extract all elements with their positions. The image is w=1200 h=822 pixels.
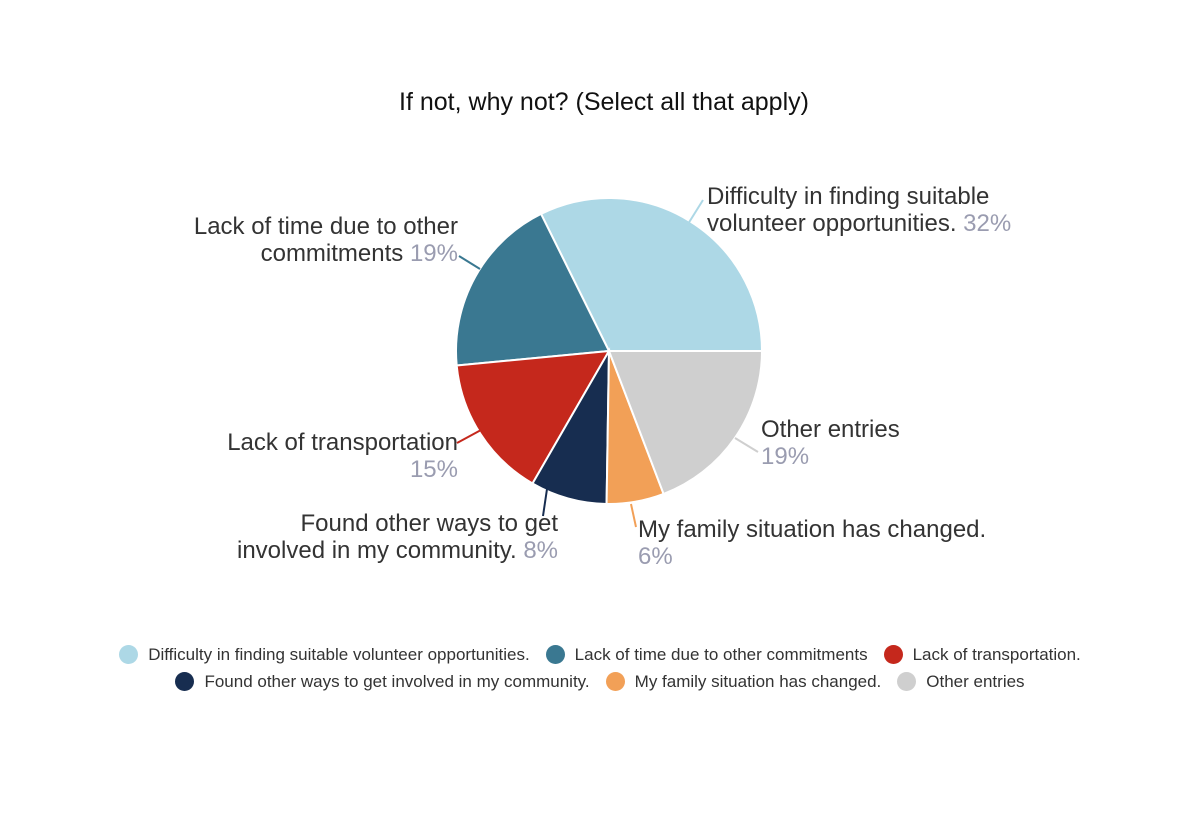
leader-line-lack-of-time [458,255,481,270]
slice-pct-transportation: 15% [409,456,458,483]
slice-label-other: Other entries 19% [761,416,900,470]
legend-swatch-found-other-ways [175,672,195,691]
slice-pct-lack-of-time: 19% [409,240,458,267]
slice-label-difficulty-line1: Difficulty in finding suitable [707,183,990,210]
leader-line-difficulty [687,199,704,225]
legend-label-family: My family situation has changed. [634,671,882,691]
slice-label-lack-of-time: Lack of time due to other commitments 19… [194,213,458,267]
slice-label-found-other-ways: Found other ways to get involved in my c… [237,510,558,564]
leader-line-found-other-ways [542,488,548,517]
leader-line-other [734,437,759,453]
legend-item-family: My family situation has changed. [605,671,882,692]
legend-item-other: Other entries [897,671,1025,692]
legend-label-found-other-ways: Found other ways to get involved in my c… [204,671,590,691]
legend-swatch-difficulty [119,645,139,664]
slice-label-lack-of-time-line1: Lack of time due to other [193,213,458,240]
pie-slice-other [607,350,764,496]
leader-line-family [630,503,637,528]
leader-line-transportation [456,429,482,444]
slice-label-difficulty: Difficulty in finding suitable volunteer… [707,183,1011,237]
slice-label-difficulty-line2: volunteer opportunities. [707,210,957,237]
slice-label-found-other-ways-line1: Found other ways to get [300,510,558,537]
slice-label-lack-of-time-line2: commitments [260,240,404,267]
legend-swatch-lack-of-time [545,645,565,664]
slice-label-found-other-ways-line2: involved in my community. [236,537,517,564]
chart-title: If not, why not? (Select all that apply) [399,88,809,116]
slice-label-other-text: Other entries [761,416,900,443]
pie-slice-transportation [455,349,611,485]
legend-label-transportation: Lack of transportation. [912,644,1081,664]
legend-swatch-other [897,672,917,691]
slice-label-transportation-text: Lack of transportation [227,429,458,456]
pie-slice-lack-of-time [455,212,611,367]
slice-pct-family: 6% [638,543,673,570]
slice-label-transportation: Lack of transportation 15% [227,429,458,483]
slice-label-family-text: My family situation has changed. [638,516,987,543]
slice-pct-found-other-ways: 8% [523,537,558,564]
slice-label-family: My family situation has changed. 6% [638,516,986,570]
chart-legend: Difficulty in finding suitable volunteer… [0,641,1200,695]
legend-item-lack-of-time: Lack of time due to other commitments [545,644,868,665]
legend-item-found-other-ways: Found other ways to get involved in my c… [175,671,590,692]
legend-item-difficulty: Difficulty in finding suitable volunteer… [119,644,530,665]
slice-pct-difficulty: 32% [963,210,1012,237]
legend-row-2: Found other ways to get involved in my c… [0,668,1200,695]
legend-swatch-transportation [883,645,903,664]
legend-label-other: Other entries [926,671,1025,691]
legend-label-lack-of-time: Lack of time due to other commitments [574,644,868,664]
legend-swatch-family [605,672,625,691]
legend-row-1: Difficulty in finding suitable volunteer… [0,641,1200,668]
slice-pct-other: 19% [761,443,810,470]
legend-label-difficulty: Difficulty in finding suitable volunteer… [148,644,530,664]
legend-item-transportation: Lack of transportation. [883,644,1081,665]
